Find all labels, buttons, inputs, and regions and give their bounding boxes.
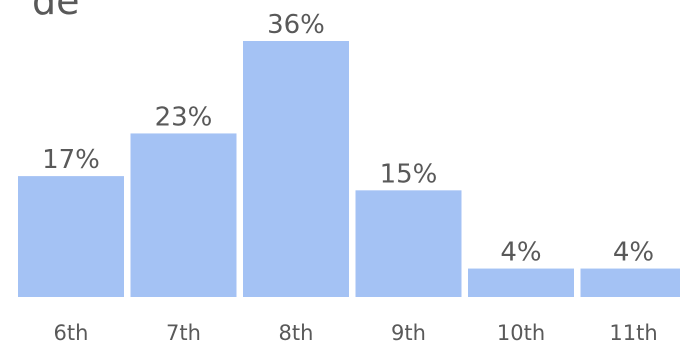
category-label-6th: 6th	[54, 321, 89, 345]
value-label-7th: 23%	[155, 102, 213, 132]
bar-8th	[243, 41, 349, 297]
bar-7th	[130, 133, 237, 297]
bar-9th	[355, 190, 462, 297]
category-label-7th: 7th	[166, 321, 201, 345]
value-label-6th: 17%	[42, 145, 100, 175]
value-label-8th: 36%	[267, 10, 325, 40]
category-label-10th: 10th	[497, 321, 545, 345]
category-label-9th: 9th	[391, 321, 426, 345]
category-labels-layer: 6th 7th 8th 9th 10th 11th	[54, 321, 658, 345]
category-label-11th: 11th	[609, 321, 657, 345]
value-label-9th: 15%	[380, 159, 438, 189]
bar-11th	[580, 268, 680, 297]
bar-6th	[18, 176, 124, 297]
bar-10th	[468, 268, 574, 297]
chart-title-fragment: de	[32, 0, 80, 23]
value-label-11th: 4%	[613, 238, 654, 268]
value-labels-layer: 17% 23% 36% 15% 4% 4%	[42, 10, 654, 268]
bars-layer	[18, 41, 680, 297]
value-label-10th: 4%	[500, 238, 541, 268]
category-label-8th: 8th	[279, 321, 314, 345]
